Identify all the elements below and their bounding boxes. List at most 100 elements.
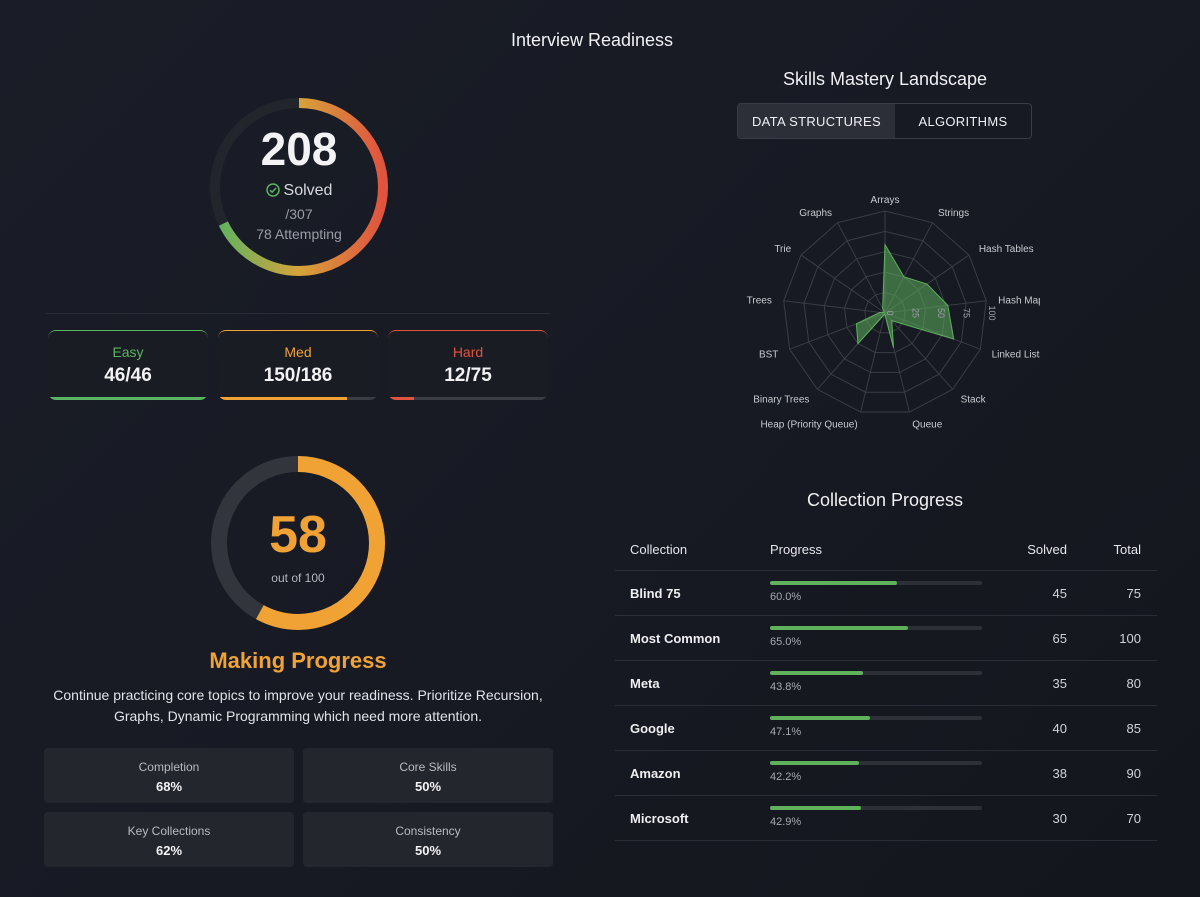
radar-scale-label: 25 xyxy=(911,308,921,318)
progress-bar-fill xyxy=(770,671,863,675)
skills-tab-group: DATA STRUCTURES ALGORITHMS xyxy=(737,103,1032,139)
table-row[interactable]: Amazon 42.2% 38 90 xyxy=(615,751,1157,796)
collection-title: Collection Progress xyxy=(806,490,964,510)
total-cell: 100 xyxy=(1119,631,1141,646)
metric-label: Completion xyxy=(138,760,200,774)
progress-bar-track xyxy=(770,761,982,765)
check-circle-icon xyxy=(265,183,280,197)
solved-cell: 30 xyxy=(1052,811,1067,826)
radar-spoke xyxy=(783,300,886,314)
readiness-score-subtitle: out of 100 xyxy=(271,571,325,585)
solved-cell: 65 xyxy=(1052,631,1067,646)
solved-progress-ring xyxy=(210,98,388,276)
collection-name: Blind 75 xyxy=(630,586,681,601)
metric-card-core-skills: Core Skills 50% xyxy=(303,748,553,803)
collection-name: Most Common xyxy=(630,631,721,646)
radar-spoke xyxy=(837,222,886,314)
metric-label: Core Skills xyxy=(399,760,457,774)
radar-scale-label: 50 xyxy=(936,308,946,318)
solved-cell: 40 xyxy=(1052,721,1067,736)
solved-cell: 38 xyxy=(1052,766,1067,781)
progress-bar-fill xyxy=(770,806,861,810)
solved-label-text: Solved xyxy=(283,182,333,199)
progress-bar-track xyxy=(770,671,982,675)
radar-spoke xyxy=(860,312,886,413)
collection-name: Meta xyxy=(630,676,660,691)
collection-name: Google xyxy=(630,721,675,736)
table-row[interactable]: Most Common 65.0% 65 100 xyxy=(615,616,1157,661)
medium-progress-track xyxy=(218,397,378,400)
tab-algorithms[interactable]: ALGORITHMS xyxy=(918,113,1008,129)
metric-value: 62% xyxy=(155,843,183,858)
medium-label: Med xyxy=(284,344,312,360)
progress-percent: 42.9% xyxy=(770,816,802,828)
progress-bar-track xyxy=(770,581,982,585)
readiness-status: Making Progress xyxy=(209,648,387,673)
table-header: Collection Progress Solved Total xyxy=(615,527,1157,571)
hard-progress-fill xyxy=(388,397,414,400)
metric-label: Key Collections xyxy=(127,824,211,838)
metric-value: 68% xyxy=(155,779,183,794)
easy-progress-fill xyxy=(48,397,208,400)
solved-total: /307 xyxy=(285,206,313,222)
radar-axis-label: Trie xyxy=(774,244,791,255)
collection-name: Amazon xyxy=(630,766,681,781)
total-cell: 75 xyxy=(1126,586,1141,601)
total-cell: 90 xyxy=(1126,766,1141,781)
radar-grid-ring xyxy=(803,230,967,393)
easy-card[interactable]: Easy 46/46 xyxy=(48,330,208,400)
total-cell: 85 xyxy=(1126,721,1141,736)
divider xyxy=(46,313,550,314)
solved-cell: 35 xyxy=(1052,676,1067,691)
radar-axis-label: Binary Trees xyxy=(753,394,809,405)
progress-bar-track xyxy=(770,716,982,720)
tab-data-structures[interactable]: DATA STRUCTURES xyxy=(738,104,895,138)
radar-axis-label: Stack xyxy=(961,394,987,405)
radar-axis-label: Strings xyxy=(938,208,969,219)
readiness-advice: Continue practicing core topics to impro… xyxy=(53,687,543,724)
metric-card-consistency: Consistency 50% xyxy=(303,812,553,867)
radar-axis-label: BST xyxy=(759,349,778,360)
skills-title: Skills Mastery Landscape xyxy=(782,69,988,89)
skills-radar-chart: 0 25 50 75 100 Arrays Strings Hash Tables Hash M… xyxy=(747,195,1040,430)
metric-label: Consistency xyxy=(395,824,461,838)
table-row[interactable]: Microsoft 42.9% 30 70 xyxy=(615,796,1157,841)
attempting-count: 78 Attempting xyxy=(256,226,342,242)
metric-value: 50% xyxy=(414,779,442,794)
radar-axis-label: Graphs xyxy=(799,208,832,219)
page-title: Interview Readiness xyxy=(510,30,674,50)
progress-percent: 47.1% xyxy=(770,726,802,738)
radar-scale-label: 100 xyxy=(987,305,997,320)
radar-axis-label: Hash Maps xyxy=(998,295,1040,306)
table-row[interactable]: Google 47.1% 40 85 xyxy=(615,706,1157,751)
readiness-score-arc xyxy=(211,456,385,630)
table-row[interactable]: Blind 75 60.0% 45 75 xyxy=(615,571,1157,616)
hard-card[interactable]: Hard 12/75 xyxy=(388,330,548,400)
total-cell: 80 xyxy=(1126,676,1141,691)
medium-progress-fill xyxy=(218,397,347,400)
header-collection: Collection xyxy=(630,542,688,557)
solved-count: 208 xyxy=(260,123,338,175)
radar-scale-label: 75 xyxy=(962,308,972,318)
progress-bar-track xyxy=(770,626,982,630)
progress-percent: 60.0% xyxy=(770,591,802,603)
easy-label: Easy xyxy=(112,344,144,360)
readiness-score-ring xyxy=(211,456,385,630)
progress-percent: 43.8% xyxy=(770,681,802,693)
progress-bar-fill xyxy=(770,626,908,630)
table-body: Blind 75 60.0% 45 75 Most Common 65.0% 65 100 Me… xyxy=(615,571,1157,841)
radar-axis-label: Trees xyxy=(747,295,772,306)
metric-card-completion: Completion 68% xyxy=(44,748,294,803)
radar-axis-label: Heap (Priority Queue) xyxy=(760,420,857,430)
medium-card[interactable]: Med 150/186 xyxy=(218,330,378,400)
collection-name: Microsoft xyxy=(630,811,689,826)
collection-table: Collection Progress Solved Total Blind 7… xyxy=(615,527,1157,841)
header-solved: Solved xyxy=(1027,542,1067,557)
radar-axis-label: Queue xyxy=(912,420,942,430)
easy-value: 46/46 xyxy=(104,365,152,386)
radar-grid-ring xyxy=(823,251,947,373)
progress-bar-fill xyxy=(770,761,860,765)
radar-axis-label: Hash Tables xyxy=(979,244,1034,255)
table-row[interactable]: Meta 43.8% 35 80 xyxy=(615,661,1157,706)
header-total: Total xyxy=(1113,542,1141,557)
